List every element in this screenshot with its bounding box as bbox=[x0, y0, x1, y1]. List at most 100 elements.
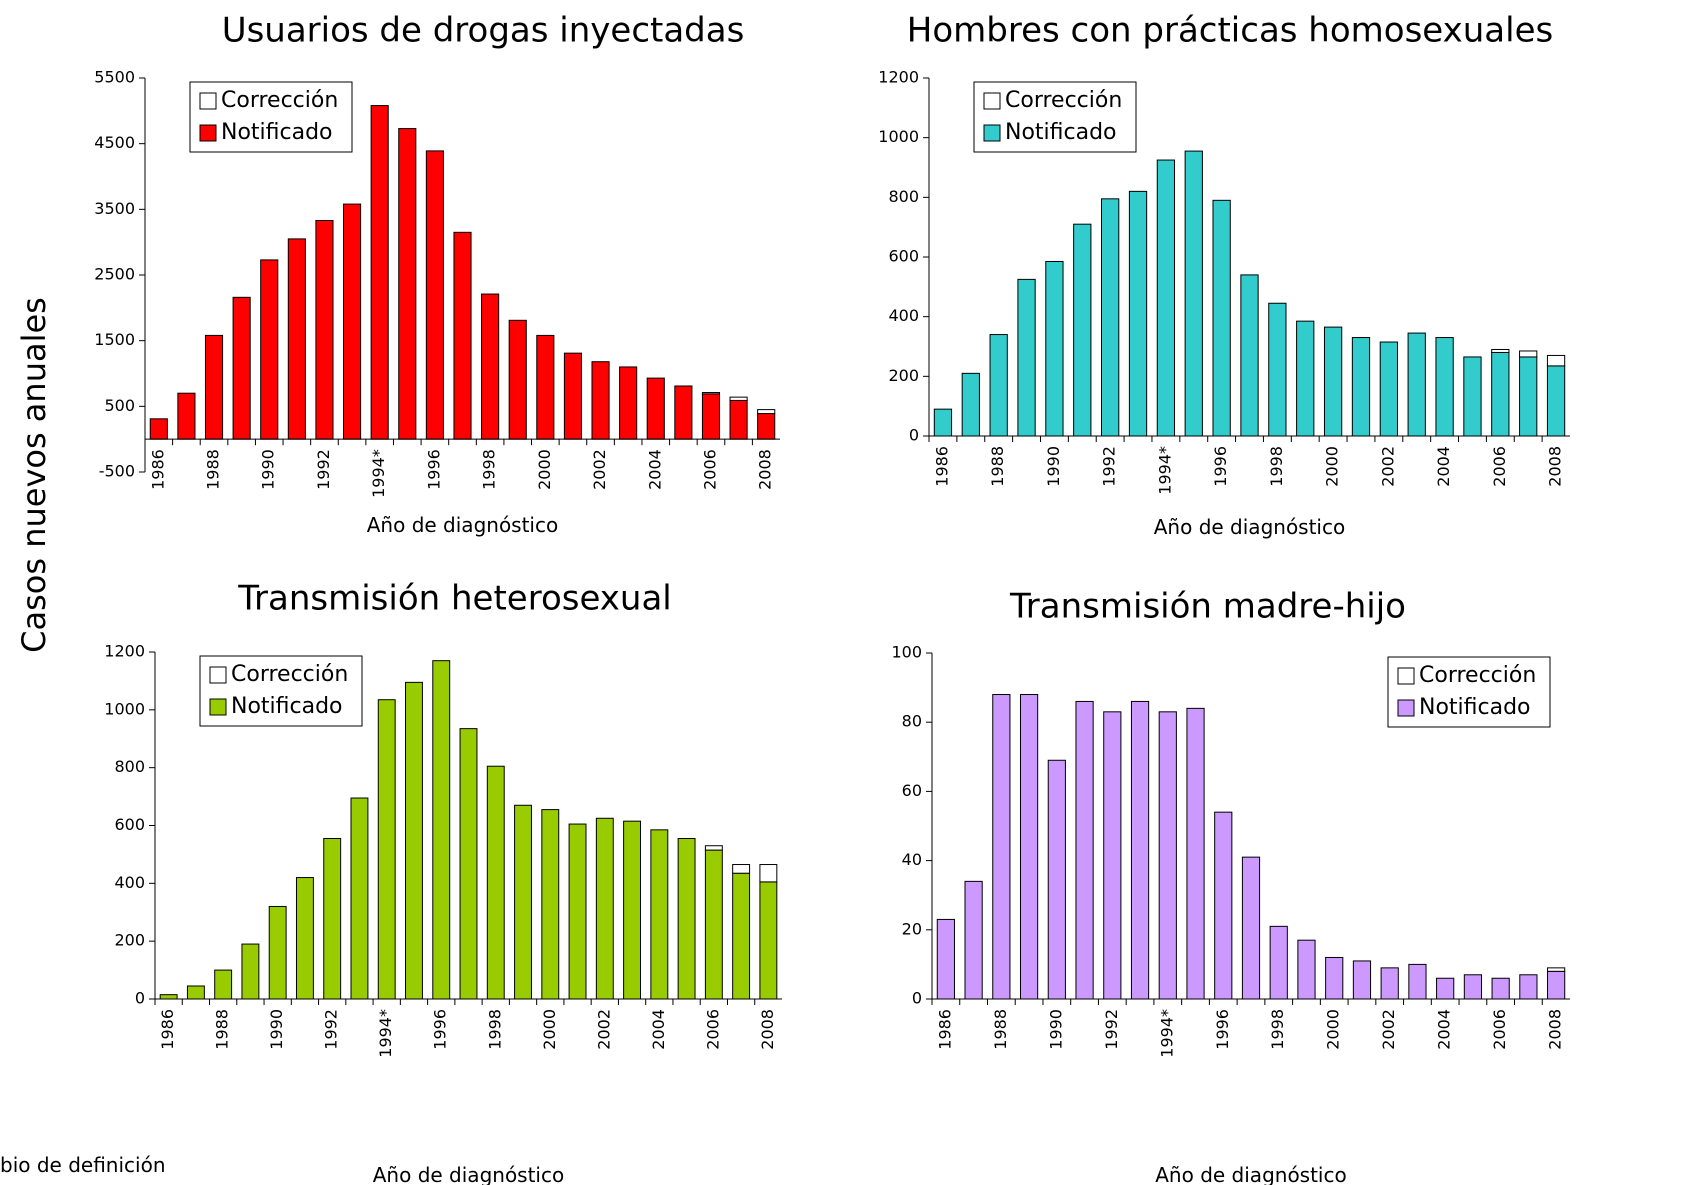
legend-swatch bbox=[209, 698, 227, 716]
x-tick-label: 1998 bbox=[1267, 446, 1286, 487]
bar bbox=[398, 128, 417, 440]
y-tick-label: 200 bbox=[114, 931, 145, 950]
x-tick-label: 1986 bbox=[148, 449, 167, 490]
y-tick-label: 800 bbox=[114, 757, 145, 776]
legend: Corrección Notificado bbox=[199, 655, 363, 727]
legend-box bbox=[1387, 656, 1551, 728]
bar bbox=[287, 238, 306, 440]
x-tick-label: 1986 bbox=[158, 1009, 177, 1050]
legend-label: Notificado bbox=[231, 694, 343, 719]
x-tick-label: 1996 bbox=[1211, 446, 1230, 487]
x-tick-label: 2000 bbox=[1323, 446, 1342, 487]
legend: Corrección Notificado bbox=[1387, 656, 1551, 728]
x-tick-label: 2002 bbox=[1378, 446, 1397, 487]
bar bbox=[486, 765, 505, 1000]
bar bbox=[992, 694, 1011, 1000]
x-tick-label: 2002 bbox=[590, 449, 609, 490]
y-tick-label: 2500 bbox=[94, 265, 135, 284]
bar bbox=[1491, 351, 1510, 437]
x-tick-label: 2006 bbox=[1490, 446, 1509, 487]
bar bbox=[964, 880, 983, 1000]
bar bbox=[1101, 198, 1120, 437]
legend-swatch bbox=[199, 124, 217, 142]
chart-title: Transmisión heterosexual bbox=[237, 579, 671, 619]
bar bbox=[214, 969, 233, 1000]
bar bbox=[315, 219, 334, 440]
x-tick-label: 1996 bbox=[431, 1009, 450, 1050]
x-tick-label: 2004 bbox=[1435, 1009, 1454, 1050]
x-tick-label: 1986 bbox=[935, 1009, 954, 1050]
bar bbox=[295, 877, 314, 1000]
bar bbox=[989, 334, 1008, 437]
bar bbox=[1184, 150, 1203, 437]
bar bbox=[1240, 274, 1259, 437]
x-tick-label: 1996 bbox=[424, 449, 443, 490]
y-tick-label: 400 bbox=[888, 306, 919, 325]
bar bbox=[704, 845, 723, 851]
bar bbox=[936, 918, 955, 1000]
bar bbox=[1047, 759, 1066, 1000]
x-tick-label: 2006 bbox=[703, 1009, 722, 1050]
bar bbox=[677, 838, 696, 1000]
bar bbox=[1463, 974, 1483, 1000]
bar bbox=[674, 385, 693, 440]
bar bbox=[1103, 711, 1122, 1000]
bar bbox=[1546, 354, 1566, 367]
x-tick-label: 2000 bbox=[535, 449, 554, 490]
bar bbox=[1268, 302, 1287, 437]
bar bbox=[1297, 939, 1316, 1000]
legend-label: Corrección bbox=[1419, 663, 1536, 688]
x-tick-label: 1994* bbox=[369, 449, 388, 498]
bar bbox=[1075, 700, 1094, 1000]
x-tick-label: 1998 bbox=[480, 449, 499, 490]
y-tick-label: 1200 bbox=[878, 68, 919, 87]
x-tick-label: 2006 bbox=[1490, 1009, 1509, 1050]
bar bbox=[1547, 970, 1566, 1000]
bar bbox=[1241, 856, 1261, 1000]
y-tick-label: 1500 bbox=[94, 330, 135, 349]
x-tick-label: 2004 bbox=[649, 1009, 668, 1050]
bar bbox=[757, 409, 776, 415]
bar bbox=[1463, 356, 1482, 437]
bar bbox=[432, 660, 451, 1000]
bar bbox=[377, 699, 396, 1000]
y-tick-label: 80 bbox=[902, 712, 922, 731]
y-tick-label: 5500 bbox=[94, 68, 135, 87]
y-tick-label: 500 bbox=[104, 396, 135, 415]
x-tick-label: 1994* bbox=[1155, 446, 1174, 495]
x-tick-label: 1990 bbox=[267, 1009, 286, 1050]
bar bbox=[619, 366, 638, 440]
legend-swatch bbox=[983, 124, 1001, 142]
bar bbox=[1019, 694, 1039, 1000]
bar bbox=[159, 994, 178, 1000]
footnote: bio de definición bbox=[0, 1153, 166, 1177]
bar bbox=[1491, 348, 1510, 353]
bar bbox=[1379, 341, 1398, 437]
bar bbox=[149, 418, 168, 440]
bar bbox=[1128, 190, 1148, 437]
bar bbox=[241, 943, 260, 1000]
bar bbox=[405, 681, 423, 1000]
x-tick-label: 1994* bbox=[1157, 1009, 1176, 1058]
bar bbox=[701, 393, 721, 440]
legend-box bbox=[199, 655, 363, 727]
x-tick-label: 1988 bbox=[988, 446, 1007, 487]
bar bbox=[1212, 199, 1231, 437]
bar bbox=[1491, 977, 1510, 1000]
bar bbox=[1546, 365, 1566, 437]
bar bbox=[1519, 974, 1538, 1000]
bar bbox=[1325, 956, 1344, 1000]
bar bbox=[204, 334, 224, 440]
y-tick-label: 1200 bbox=[104, 642, 145, 661]
chart-title: Hombres con prácticas homosexuales bbox=[907, 11, 1553, 51]
y-tick-label: 1000 bbox=[104, 699, 145, 718]
legend-swatch bbox=[1397, 667, 1415, 685]
y-tick-label: 3500 bbox=[94, 199, 135, 218]
bar bbox=[1045, 260, 1064, 437]
y-tick-label: 40 bbox=[902, 850, 922, 869]
y-tick-label: 4500 bbox=[94, 133, 135, 152]
bar bbox=[1351, 337, 1371, 437]
x-tick-label: 1988 bbox=[991, 1009, 1010, 1050]
y-tick-label: 800 bbox=[888, 187, 919, 206]
bar bbox=[370, 105, 389, 440]
